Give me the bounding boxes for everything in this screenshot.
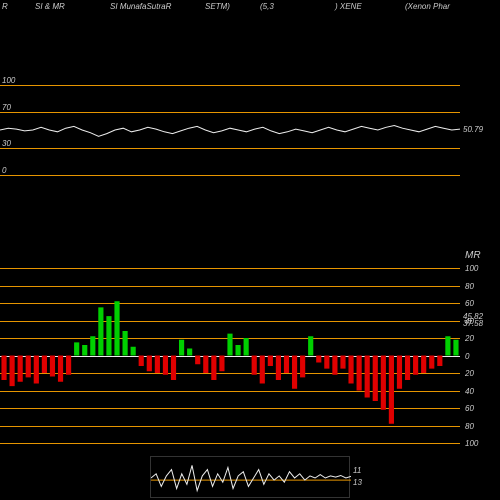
header-label: ) XENE — [335, 2, 362, 11]
axis-label: 80 — [465, 282, 474, 291]
header-label: R — [2, 2, 8, 11]
axis-label: 30 — [2, 139, 11, 148]
rsi-panel — [0, 85, 460, 175]
axis-label: 80 — [465, 422, 474, 431]
header-label: (Xenon Phar — [405, 2, 450, 11]
gridline — [0, 443, 460, 444]
mini-label: 13 — [353, 478, 362, 487]
header-label: SETM) — [205, 2, 230, 11]
axis-label: 40 — [465, 387, 474, 396]
axis-label: 60 — [465, 404, 474, 413]
axis-label: 0 — [2, 166, 6, 175]
axis-label: 60 — [465, 299, 474, 308]
header-label: (5,3 — [260, 2, 274, 11]
axis-label: 0 — [465, 352, 469, 361]
gridline — [0, 175, 460, 176]
axis-label: 70 — [2, 103, 11, 112]
mini-panel — [150, 456, 350, 498]
mini-label: 11 — [353, 466, 361, 475]
axis-label: 20 — [465, 334, 474, 343]
axis-label: 20 — [465, 369, 474, 378]
header-label: SI & MR — [35, 2, 65, 11]
current-value-label: 50.79 — [463, 125, 483, 134]
chart-header: R SI & MR SI MunafaSutraR SETM) (5,3 ) XENE (X… — [0, 2, 500, 14]
value-label: 37.58 — [463, 319, 483, 328]
axis-label: 100 — [2, 76, 15, 85]
mr-title: MR — [465, 250, 481, 261]
axis-label: 100 — [465, 439, 478, 448]
header-label: SI MunafaSutraR — [110, 2, 171, 11]
mr-panel — [0, 268, 460, 443]
axis-label: 100 — [465, 264, 478, 273]
